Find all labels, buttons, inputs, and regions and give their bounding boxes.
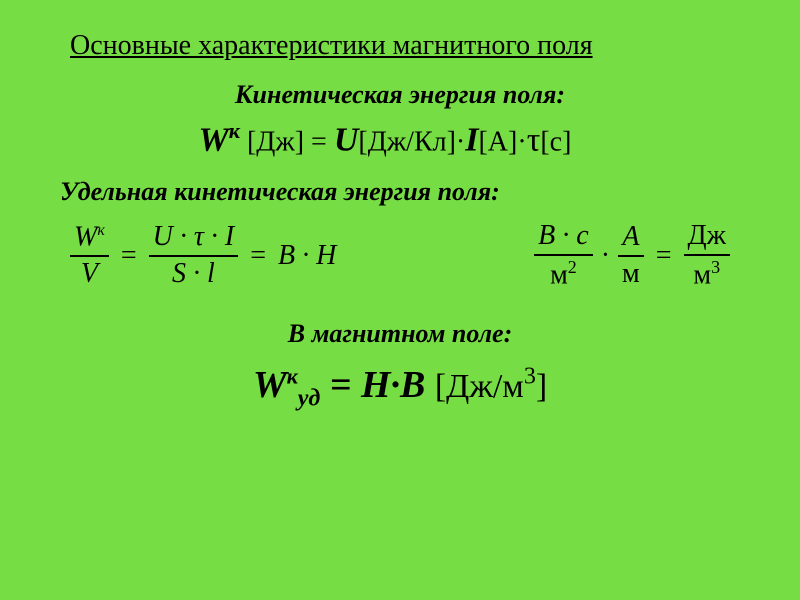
eq-HB: = H·B [320,364,435,406]
frac-WV: Wк V [70,222,109,290]
unit-tau: [c] [540,126,571,157]
var-I: I [465,121,478,158]
sup-k: к [229,118,240,143]
den-m: м [550,259,568,290]
num-Bc: B · c [534,221,593,252]
den-V: V [77,259,102,290]
frac-UtI-Sl: U · τ · I S · l [149,222,239,290]
num-UtI: U · τ · I [149,222,239,253]
num-sup-k: к [97,222,104,239]
unit-open: [Дж/м [435,368,524,405]
dot: · [601,240,610,272]
slide-title: Основные характеристики магнитного поля [70,30,760,62]
frac-Bc-m2: B · c м2 [534,221,593,291]
equals-3: = [652,240,676,272]
sup-k2: к [287,364,298,389]
var-W2: W [253,364,287,406]
den-exp3: 3 [711,257,720,277]
unit-J: [Дж] [240,126,311,157]
section1-heading: Кинетическая энергия поля: [40,80,760,110]
rhs-BH: B · H [278,240,336,272]
close-dot: ]· [447,126,466,157]
den-m3: м [693,259,711,290]
den-Sl: S · l [168,259,219,290]
var-W: W [199,121,229,158]
num-A: A [618,222,643,253]
den-m2: м [618,259,644,290]
equation-kinetic-energy: Wк [Дж] = U[Дж/Кл]·I[А]·τ[c] [10,118,760,159]
frac-A-m: A м [618,222,644,290]
section2-heading: Удельная кинетическая энергия поля: [60,177,760,207]
sub-ud: уд [298,386,321,412]
num-J: Дж [684,221,730,252]
equals: = [311,126,334,157]
var-tau: τ [527,121,541,158]
section3-heading: В магнитном поле: [40,319,760,349]
equals-2: = [246,240,270,272]
right-expression: B · c м2 · A м = Дж м3 [534,221,730,291]
equation-specific-energy: Wкуд = H·B [Дж/м3] [40,363,760,413]
unit-U: [Дж/Кл [358,126,446,157]
den-exp2: 2 [568,257,577,277]
num-W: W [74,222,97,253]
fraction-row: Wк V = U · τ · I S · l = B · H B · c м2 … [40,221,760,291]
left-expression: Wк V = U · τ · I S · l = B · H [70,222,336,290]
unit-I: [А]· [478,126,526,157]
var-U: U [334,121,359,158]
unit-close: ] [536,368,547,405]
frac-J-m3: Дж м3 [684,221,730,291]
slide: Основные характеристики магнитного поля … [0,0,800,600]
unit-exp: 3 [524,364,536,390]
equals-1: = [117,240,141,272]
